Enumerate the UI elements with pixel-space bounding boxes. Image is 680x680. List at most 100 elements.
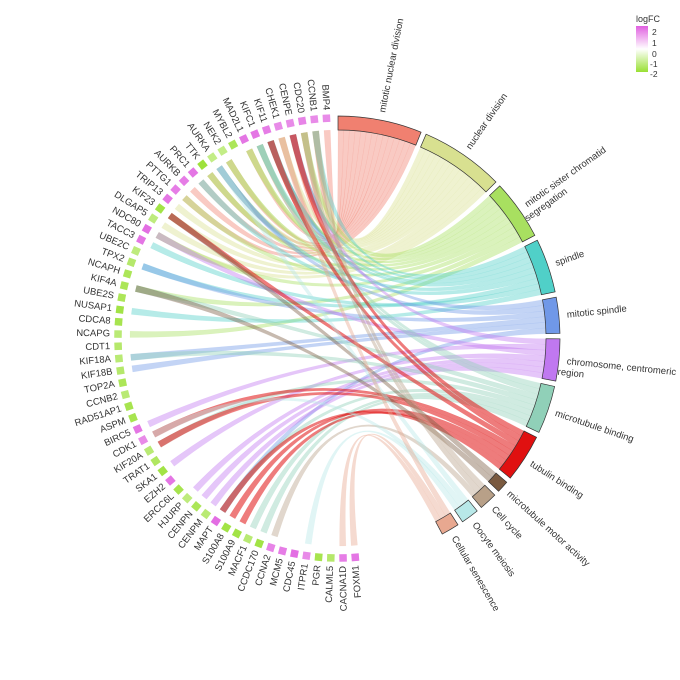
gene-square (117, 293, 127, 302)
gene-square (143, 445, 155, 456)
gene-label: CALML5 (324, 566, 336, 603)
term-arc (542, 296, 561, 335)
gene-label: BMP4 (319, 84, 331, 110)
gene-label: FOXM1 (350, 565, 364, 598)
gene-square (157, 465, 168, 477)
gene-square (243, 533, 253, 544)
gene-square (351, 553, 360, 562)
gene-square (197, 159, 208, 170)
gene-square (310, 115, 319, 124)
term-label: microtubule binding (554, 408, 636, 445)
gene-square (119, 281, 129, 291)
gene-square (314, 553, 323, 562)
gene-square (178, 175, 190, 187)
gene-square (250, 129, 261, 140)
gene-square (221, 522, 232, 533)
gene-square (136, 234, 147, 245)
term-label: mitotic nuclear division (377, 18, 406, 114)
legend-tick: 0 (652, 49, 657, 59)
gene-square (210, 515, 222, 527)
gene-square (118, 378, 128, 388)
gene-square (154, 203, 166, 214)
gene-square (207, 152, 218, 163)
term-label: mitotic sister chromatidsegregation (516, 145, 615, 224)
term-arc (471, 484, 496, 509)
gene-square (326, 554, 335, 562)
gene-label: CCNB1 (304, 79, 318, 112)
term-arcs (337, 115, 561, 535)
gene-square (141, 223, 152, 235)
gene-square (322, 114, 331, 123)
gene-square (339, 554, 347, 562)
gene-square (131, 245, 141, 256)
logfc-legend: logFC 2 1 0 -1 -2 (636, 14, 661, 79)
term-label: chromosome, centromericregion (557, 355, 677, 389)
gene-square (290, 549, 299, 559)
gene-square (231, 528, 243, 539)
gene-square (187, 167, 199, 178)
gene-square (162, 193, 173, 205)
chord-ribbons (129, 129, 547, 547)
term-arc (435, 512, 459, 535)
gene-square (228, 139, 239, 150)
gene-square (217, 145, 228, 156)
gene-square (170, 184, 181, 195)
term-arc (454, 499, 478, 523)
term-label: mitotic spindle (566, 304, 627, 321)
term-label: nuclear division (464, 91, 510, 151)
term-arc (498, 430, 538, 479)
gene-square (273, 121, 283, 131)
gene-square (114, 317, 123, 326)
gene-label: KIF18B (80, 366, 113, 382)
gene-label: PGR (311, 564, 324, 586)
gene-square (120, 389, 130, 400)
chord-ribbon (304, 430, 460, 545)
term-label: spindle (554, 249, 586, 269)
term-arc (524, 239, 556, 296)
gene-square (277, 546, 288, 556)
gene-square (114, 342, 123, 351)
gene-label: CDCA8 (78, 313, 111, 326)
gene-square (302, 551, 311, 560)
gene-square (114, 354, 124, 363)
gene-square (148, 213, 159, 224)
legend-tick: 1 (652, 38, 657, 48)
gene-label: NUSAP1 (73, 298, 112, 314)
gene-label: CACNA1D (338, 566, 350, 612)
gene-square (114, 330, 122, 338)
gene-square (200, 508, 212, 520)
legend-tick: -1 (650, 59, 658, 69)
gene-square (254, 538, 265, 549)
gene-square (128, 412, 138, 423)
gene-square (181, 492, 193, 504)
term-arc (337, 115, 422, 146)
gene-square (239, 134, 250, 145)
gene-label: ITPR1 (296, 563, 311, 591)
gene-square (115, 305, 125, 314)
legend-title: logFC (636, 14, 661, 24)
gene-square (191, 501, 202, 512)
gene-squares (114, 114, 360, 562)
legend-colorbar (636, 26, 648, 72)
gene-square (138, 434, 149, 446)
gene-label: KIF18A (79, 354, 112, 368)
gene-square (285, 118, 295, 128)
term-arc (489, 185, 536, 243)
gene-square (297, 116, 307, 126)
term-arc (487, 472, 508, 492)
gene-label: CDC20 (290, 81, 306, 114)
legend-tick: -2 (650, 69, 658, 79)
term-arc (541, 338, 561, 382)
term-arc (420, 133, 497, 193)
gene-square (132, 424, 143, 435)
gene-square (150, 455, 161, 467)
term-label: tubulin binding (528, 459, 585, 501)
gene-label: NCAPG (76, 328, 110, 340)
gene-square (122, 269, 133, 279)
gene-square (116, 366, 125, 375)
gene-label: CDT1 (85, 341, 110, 353)
gene-square (165, 475, 176, 486)
gene-square (261, 125, 272, 135)
term-arc (525, 382, 556, 433)
